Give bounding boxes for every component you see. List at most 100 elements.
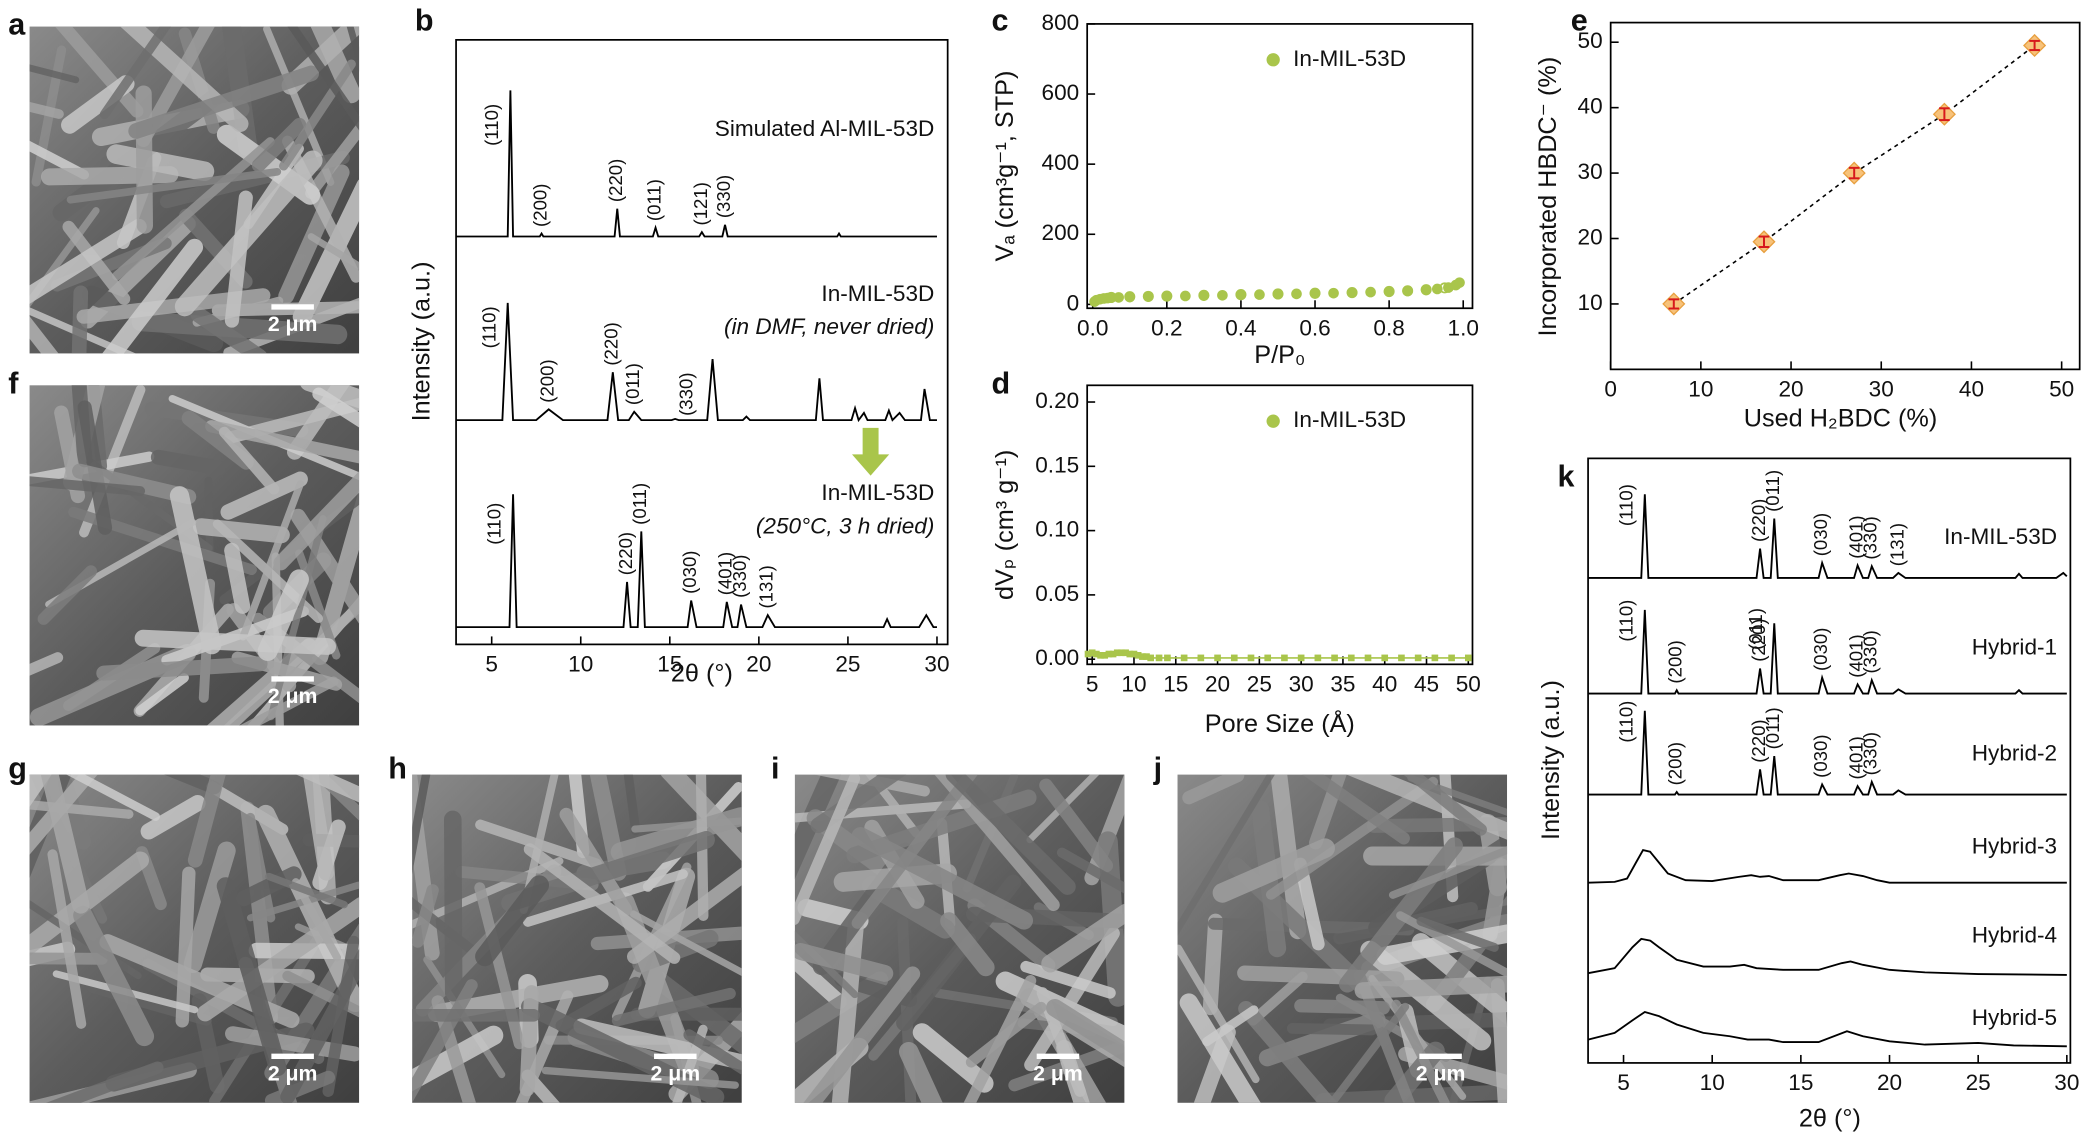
plot-frame: [1086, 384, 1474, 666]
point: [1448, 654, 1455, 662]
trace-subtitle: (in DMF, never dried): [724, 314, 934, 339]
trace-name: Hybrid-5: [1972, 1005, 2057, 1030]
point: [1101, 652, 1109, 659]
adsorption-point: [1309, 288, 1321, 299]
x-tick-label: 20: [1877, 1070, 1902, 1095]
peak-label: (030): [679, 550, 700, 593]
y-tick-label: 40: [1578, 94, 1603, 119]
y-tick-label: 0.15: [1035, 452, 1079, 477]
x-tick-label: 25: [1247, 672, 1272, 697]
spectrum: [1588, 609, 2067, 695]
adsorption-point: [1328, 287, 1339, 299]
x-tick-label: 1.0: [1448, 315, 1479, 340]
rod: [37, 565, 98, 625]
spectrum: [456, 90, 937, 238]
rod: [135, 673, 189, 716]
x-tick-label: 20: [1778, 377, 1803, 402]
rod: [106, 144, 215, 182]
rod: [265, 872, 348, 909]
y-tick-label: 10: [1578, 290, 1603, 315]
spectrum: [1588, 710, 2067, 796]
point: [1314, 654, 1322, 662]
adsorption-point: [1402, 285, 1413, 297]
peak-label: (110): [1615, 701, 1636, 743]
x-tick-label: 35: [1330, 672, 1355, 697]
rod: [412, 884, 439, 948]
rod: [1026, 774, 1100, 844]
peak-label: (220): [601, 322, 622, 365]
panel-label: f: [8, 366, 19, 400]
rod: [794, 942, 894, 982]
x-tick-label: 10: [1688, 377, 1713, 402]
peak-label: (200): [537, 359, 558, 402]
rod: [257, 569, 309, 661]
peak-label: (011): [643, 179, 664, 221]
rod: [128, 65, 320, 139]
adsorption-point: [1365, 286, 1376, 298]
x-tick-label: 15: [1788, 1070, 1813, 1095]
plot-frame: [1086, 23, 1474, 310]
rod: [1177, 774, 1275, 936]
rod: [629, 910, 742, 977]
x-tick-label: 30: [2054, 1070, 2079, 1095]
x-tick-label: 0.0: [1077, 315, 1108, 340]
adsorption-point: [1272, 288, 1284, 300]
point: [1230, 654, 1238, 662]
rod: [181, 410, 254, 470]
peak-label: (011): [622, 363, 643, 405]
y-tick-label: 20: [1578, 224, 1603, 249]
rod: [412, 774, 431, 874]
rod: [291, 878, 342, 962]
rod: [899, 1041, 943, 1103]
rod: [140, 794, 206, 840]
rod: [1024, 926, 1120, 1072]
x-tick-label: 10: [568, 652, 593, 677]
rod: [29, 64, 80, 84]
point: [1414, 654, 1422, 662]
rod: [940, 912, 995, 977]
legend-marker: [1266, 53, 1280, 67]
rod: [302, 774, 334, 881]
rod: [1238, 1001, 1338, 1103]
x-tick-label: 5: [1617, 1070, 1630, 1095]
rod: [131, 311, 348, 345]
panel-label: j: [1153, 752, 1163, 786]
y-axis-label: Intensity (a.u.): [408, 262, 436, 422]
x-axis-label: Used H₂BDC (%): [1744, 405, 1937, 433]
rod: [660, 774, 742, 862]
peak-label: (011): [629, 483, 650, 525]
rod: [236, 866, 302, 907]
trace-name: Hybrid-4: [1972, 923, 2057, 948]
trace-name: Simulated Al-MIL-53D: [715, 116, 935, 141]
point: [1097, 652, 1104, 659]
rod: [29, 218, 147, 304]
rod: [273, 471, 360, 571]
rod: [169, 486, 222, 655]
x-tick-label: 20: [1205, 672, 1230, 697]
x-tick-label: 25: [1966, 1070, 1991, 1095]
x-tick-label: 0: [1604, 377, 1617, 402]
y-tick-label: 400: [1042, 150, 1080, 175]
rod: [1286, 1022, 1378, 1036]
rod: [251, 117, 307, 173]
rod: [102, 238, 204, 354]
rod: [814, 774, 930, 797]
point: [1143, 653, 1150, 660]
rod: [245, 812, 276, 923]
y-tick-label: 0.05: [1035, 581, 1079, 606]
rod: [443, 810, 463, 1002]
rod: [1039, 778, 1114, 873]
rod: [29, 101, 64, 119]
panel-label: k: [1558, 459, 1576, 493]
rod: [555, 976, 642, 1032]
rod: [1367, 817, 1508, 833]
trace-subtitle: (250°C, 3 h dried): [756, 513, 934, 538]
rod: [29, 316, 59, 354]
rod: [29, 774, 52, 807]
rod: [589, 774, 627, 881]
panel-label: c: [992, 4, 1009, 38]
x-tick-label: 20: [746, 652, 771, 677]
adsorption-point: [1454, 277, 1465, 288]
rod: [29, 952, 108, 965]
